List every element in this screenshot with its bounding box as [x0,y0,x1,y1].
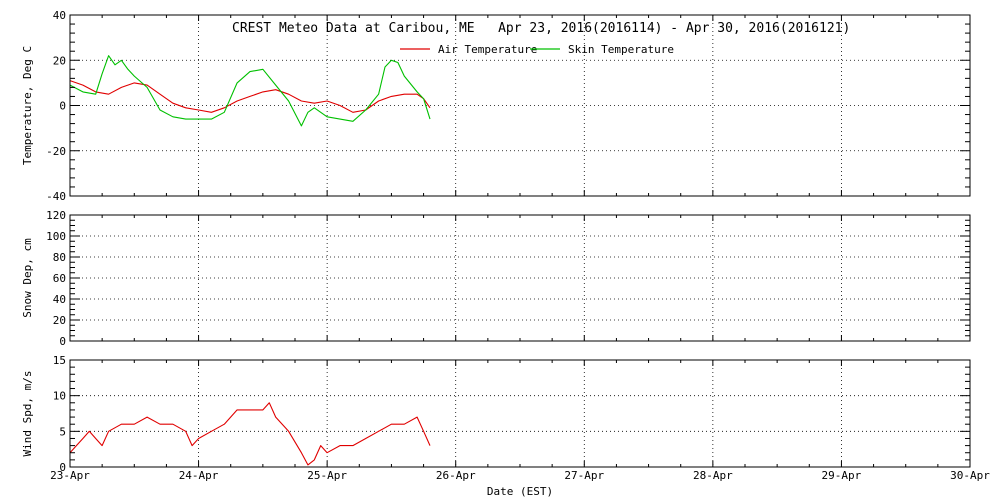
x-tick-label: 25-Apr [307,469,347,482]
y-tick-label: 40 [53,9,66,22]
x-tick-label: 28-Apr [693,469,733,482]
legend-label: Skin Temperature [568,43,674,56]
y-axis-label: Snow Dep, cm [21,238,34,318]
y-tick-label: 20 [53,54,66,67]
y-tick-label: -20 [46,145,66,158]
y-tick-label: 15 [53,354,66,367]
y-tick-label: 40 [53,293,66,306]
y-tick-label: 100 [46,230,66,243]
x-tick-label: 24-Apr [179,469,219,482]
y-axis-label: Wind Spd, m/s [21,370,34,456]
y-tick-label: 60 [53,272,66,285]
y-tick-label: 120 [46,209,66,222]
y-tick-label: 5 [59,425,66,438]
y-axis-label: Temperature, Deg C [21,46,34,165]
y-tick-label: 0 [59,461,66,474]
x-tick-label: 29-Apr [822,469,862,482]
grid-layer [70,15,970,467]
series-line-skin-temperature [69,55,431,127]
series-line-air-temperature [69,80,431,113]
plot-frame [69,359,971,468]
x-tick-label: 23-Apr [50,469,90,482]
y-tick-label: 80 [53,251,66,264]
x-tick-label: 26-Apr [436,469,476,482]
y-tick-label: 0 [59,100,66,113]
legend-label: Air Temperature [438,43,537,56]
y-tick-label: 20 [53,314,66,327]
series-line-wind-speed [69,402,431,466]
y-tick-label: 0 [59,335,66,348]
x-axis-label: Date (EST) [487,485,553,498]
x-tick-label: 30-Apr [950,469,990,482]
data-layer [69,55,431,466]
y-tick-label: -40 [46,190,66,203]
chart-title: CREST Meteo Data at Caribou, ME Apr 23, … [232,21,851,36]
legend: Air Temperature Skin Temperature [400,43,674,56]
y-tick-label: 10 [53,390,66,403]
axes-layer: -40 -20 0 20 40 Temperature, Deg C 0 20 40 60 80 10… [21,9,990,498]
x-tick-label: 27-Apr [564,469,604,482]
